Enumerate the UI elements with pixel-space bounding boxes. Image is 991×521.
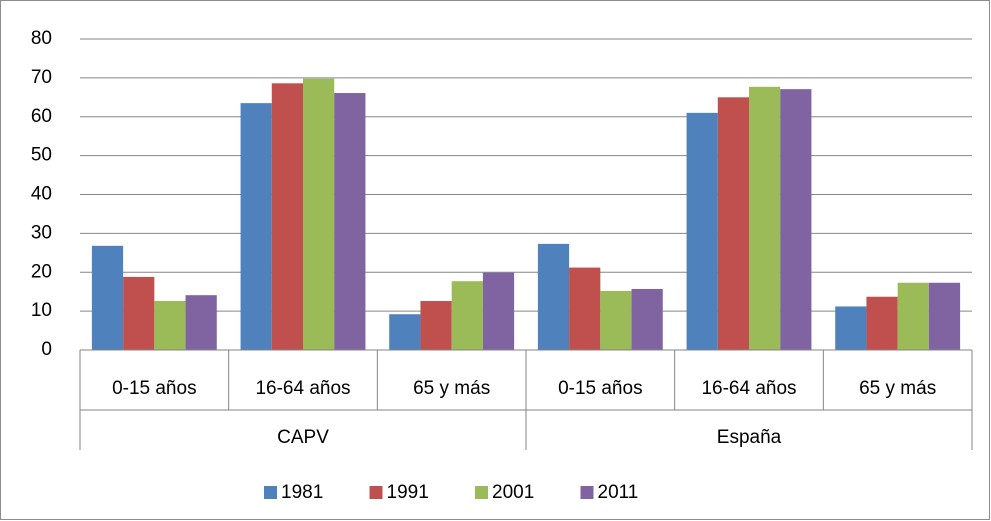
bar bbox=[303, 78, 335, 350]
bar bbox=[389, 314, 421, 350]
group-label: España bbox=[717, 427, 782, 448]
legend-swatch bbox=[580, 486, 594, 499]
legend-label: 2011 bbox=[598, 482, 639, 503]
bar bbox=[686, 112, 718, 350]
y-tick-label: 30 bbox=[31, 222, 52, 243]
x-tick-label: 0-15 años bbox=[112, 378, 197, 399]
x-tick-label: 16-64 años bbox=[701, 378, 796, 399]
legend-swatch bbox=[475, 486, 488, 499]
legend-label: 2001 bbox=[492, 482, 534, 503]
y-tick-label: 10 bbox=[31, 300, 52, 321]
legend-swatch bbox=[369, 486, 383, 499]
bar bbox=[835, 306, 867, 350]
y-tick-label: 60 bbox=[31, 106, 52, 127]
bar bbox=[631, 288, 663, 350]
x-tick-label: 65 y más bbox=[859, 378, 936, 399]
group-label: CAPV bbox=[277, 427, 329, 448]
bar bbox=[600, 290, 632, 350]
y-tick-label: 0 bbox=[41, 339, 52, 360]
bar bbox=[537, 243, 570, 350]
y-tick-label: 20 bbox=[31, 261, 52, 282]
y-tick-label: 50 bbox=[31, 145, 52, 166]
bar bbox=[780, 89, 812, 351]
bar bbox=[240, 103, 272, 350]
bar bbox=[928, 282, 961, 350]
x-tick-label: 16-64 años bbox=[255, 378, 350, 399]
y-tick-label: 70 bbox=[31, 67, 52, 88]
bar bbox=[154, 301, 186, 350]
y-tick-label: 40 bbox=[31, 184, 52, 205]
bar bbox=[482, 272, 515, 350]
bar bbox=[897, 282, 929, 350]
bar bbox=[749, 86, 781, 350]
bar bbox=[334, 93, 366, 350]
y-tick-label: 80 bbox=[31, 28, 52, 49]
legend-label: 1991 bbox=[387, 482, 429, 503]
bar bbox=[451, 281, 483, 350]
bar bbox=[123, 276, 155, 350]
x-tick-label: 65 y más bbox=[413, 378, 490, 399]
bar bbox=[420, 301, 452, 350]
bar bbox=[717, 97, 749, 350]
legend-swatch bbox=[264, 486, 277, 499]
bar bbox=[866, 296, 898, 350]
bar bbox=[91, 245, 124, 350]
legend-label: 1981 bbox=[281, 482, 323, 503]
bar bbox=[271, 83, 303, 350]
bar bbox=[185, 295, 217, 350]
bar bbox=[569, 267, 601, 350]
x-tick-label: 0-15 años bbox=[558, 378, 643, 399]
